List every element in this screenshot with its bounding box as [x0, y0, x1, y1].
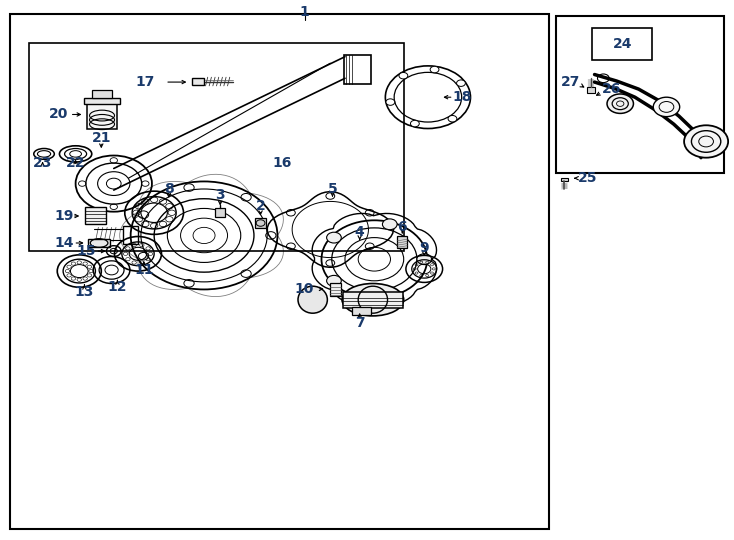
Ellipse shape	[342, 284, 404, 316]
Text: 6: 6	[397, 220, 407, 234]
Bar	[192, 78, 204, 85]
Text: 3: 3	[215, 188, 225, 202]
Bar	[255, 218, 266, 228]
Bar	[343, 292, 403, 308]
Bar	[215, 208, 225, 217]
Ellipse shape	[298, 286, 327, 313]
Circle shape	[607, 94, 633, 113]
Circle shape	[327, 275, 341, 286]
Text: 15: 15	[77, 244, 96, 258]
Text: 2: 2	[255, 199, 266, 213]
Text: 12: 12	[108, 280, 127, 294]
Bar	[330, 284, 341, 296]
Text: 19: 19	[55, 209, 74, 223]
Text: 24: 24	[613, 37, 632, 51]
Circle shape	[417, 254, 432, 265]
Bar	[87, 103, 117, 129]
Circle shape	[382, 219, 397, 230]
Text: 14: 14	[55, 236, 74, 250]
Circle shape	[382, 289, 397, 300]
Text: 22: 22	[66, 156, 85, 170]
Text: 20: 20	[49, 107, 68, 122]
Text: 25: 25	[578, 171, 597, 185]
Bar	[85, 207, 106, 224]
Text: 9: 9	[419, 241, 429, 255]
Text: 27: 27	[562, 75, 581, 89]
Bar	[344, 55, 371, 84]
Bar	[123, 226, 138, 244]
Text: 4: 4	[355, 225, 365, 239]
Bar	[29, 43, 404, 251]
Text: 5: 5	[327, 182, 338, 196]
Text: 11: 11	[134, 263, 153, 277]
Circle shape	[448, 116, 457, 122]
Bar	[556, 16, 724, 173]
Text: 21: 21	[92, 131, 111, 145]
Text: 17: 17	[136, 75, 155, 89]
Circle shape	[410, 120, 419, 127]
Circle shape	[386, 99, 395, 105]
Circle shape	[457, 80, 465, 86]
Text: 23: 23	[33, 156, 52, 170]
Circle shape	[399, 72, 408, 79]
Bar	[587, 87, 595, 93]
Bar	[84, 98, 120, 104]
Text: 18: 18	[453, 90, 472, 104]
Text: 7: 7	[355, 316, 365, 330]
Bar	[397, 236, 407, 248]
Text: 26: 26	[602, 82, 621, 96]
Bar	[88, 239, 110, 247]
Bar	[92, 90, 112, 98]
Text: 13: 13	[75, 285, 94, 299]
Bar	[10, 14, 549, 529]
Bar	[352, 307, 371, 315]
Bar	[592, 28, 652, 60]
Bar	[561, 178, 568, 181]
Text: 10: 10	[295, 282, 314, 296]
Circle shape	[684, 125, 728, 158]
Text: 16: 16	[273, 156, 292, 170]
Circle shape	[430, 66, 439, 73]
Text: 1: 1	[299, 5, 310, 19]
Text: 8: 8	[164, 182, 174, 196]
Circle shape	[327, 232, 341, 243]
Circle shape	[653, 97, 680, 117]
